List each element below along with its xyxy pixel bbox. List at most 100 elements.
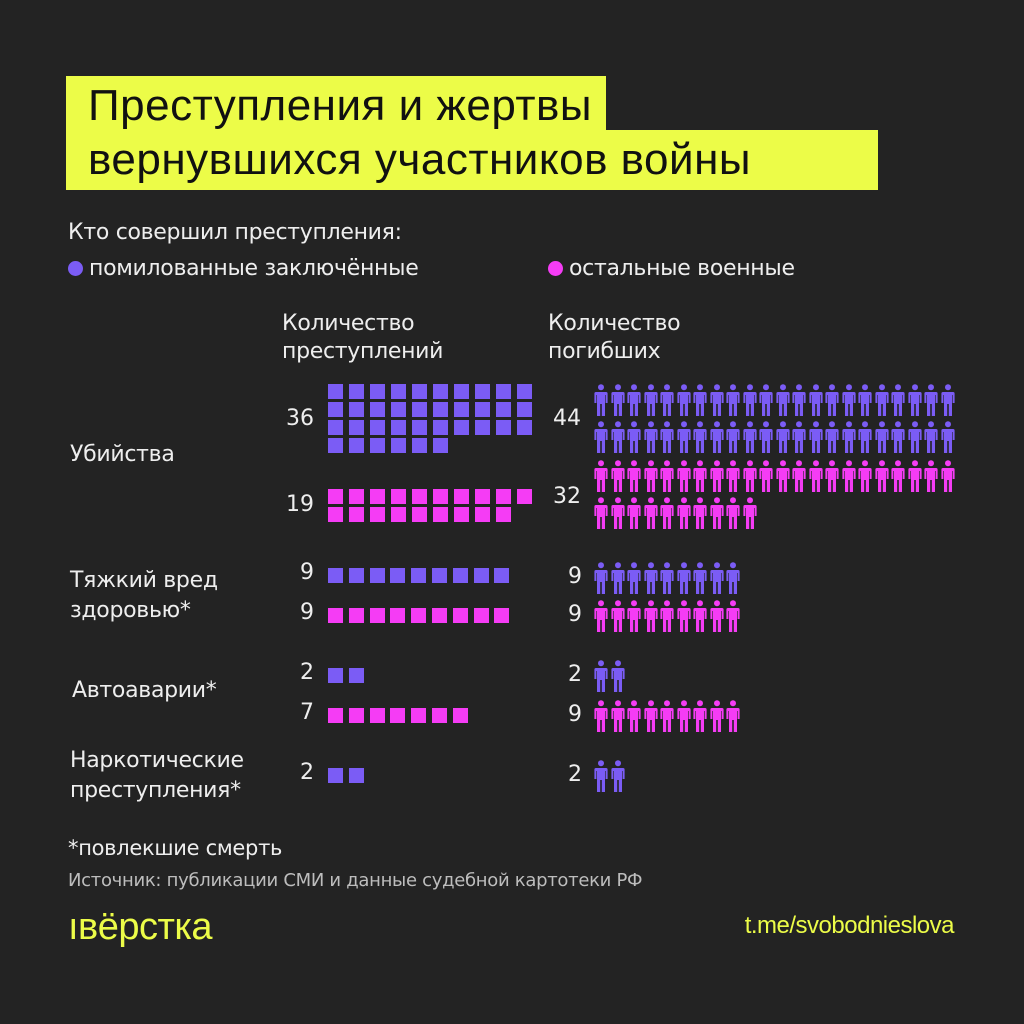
crime-square-icon xyxy=(348,608,364,623)
deaths-count: 2 xyxy=(568,762,582,787)
person-icon xyxy=(627,562,641,595)
crime-square-icon xyxy=(390,568,406,583)
crime-square-icon xyxy=(412,507,427,522)
crimes-count: 36 xyxy=(286,406,314,431)
crime-square-icon xyxy=(433,384,448,399)
person-icon xyxy=(709,600,724,633)
crime-square-icon xyxy=(433,489,448,504)
column-header-crimes: Количество преступлений xyxy=(282,310,443,366)
crime-square-icon xyxy=(517,384,532,399)
crime-square-icon xyxy=(391,507,406,522)
person-icon xyxy=(874,384,889,417)
crime-square-icon xyxy=(391,438,406,453)
crime-square-icon xyxy=(494,608,510,623)
person-icon xyxy=(841,460,856,493)
crime-square-icon xyxy=(496,384,511,399)
title-block: Преступления и жертвы вернувшихся участн… xyxy=(66,76,878,190)
person-icon xyxy=(874,421,889,454)
victims-figures xyxy=(594,460,957,530)
person-icon xyxy=(841,384,856,417)
category-label: Убийства xyxy=(70,442,175,467)
person-icon xyxy=(627,421,641,454)
crime-square-icon xyxy=(370,384,385,399)
legend-heading: Кто совершил преступления: xyxy=(68,220,402,245)
person-icon xyxy=(610,760,625,793)
crime-square-icon xyxy=(433,420,448,435)
category-car-accidents: Автоаварии* xyxy=(72,676,217,706)
crime-square-icon xyxy=(349,420,364,435)
legend-item-other: остальные военные xyxy=(548,256,795,281)
crime-square-icon xyxy=(348,668,364,683)
column-header-line: преступлений xyxy=(282,339,444,364)
crime-square-icon xyxy=(349,489,364,504)
person-icon xyxy=(775,384,790,417)
crime-square-icon xyxy=(390,708,406,723)
person-icon xyxy=(627,497,641,530)
title-line-2: вернувшихся участников войны xyxy=(66,130,878,190)
person-icon xyxy=(594,760,608,793)
column-header-line: Количество xyxy=(282,311,415,336)
person-icon xyxy=(792,384,806,417)
crimes-squares xyxy=(328,708,533,723)
crime-square-icon xyxy=(369,568,385,583)
crime-square-icon xyxy=(370,438,385,453)
person-icon xyxy=(759,384,773,417)
person-icon xyxy=(808,460,823,493)
crime-square-icon xyxy=(391,384,406,399)
crime-square-icon xyxy=(391,402,406,417)
person-icon xyxy=(660,562,674,595)
crime-square-icon xyxy=(412,384,427,399)
crimes-squares xyxy=(328,768,533,783)
deaths-count: 9 xyxy=(568,702,582,727)
legend-label: помилованные заключённые xyxy=(89,256,419,281)
person-icon xyxy=(907,384,922,417)
crime-square-icon xyxy=(475,402,490,417)
crime-square-icon xyxy=(517,489,532,504)
telegram-link[interactable]: t.me/svobodnieslova xyxy=(744,912,955,939)
person-icon xyxy=(627,700,641,733)
crime-square-icon xyxy=(454,420,469,435)
person-icon xyxy=(825,421,839,454)
person-icon xyxy=(726,497,740,530)
person-icon xyxy=(643,562,658,595)
crimes-count: 9 xyxy=(300,560,314,585)
person-icon xyxy=(610,600,625,633)
verstka-logo: ıвёрстка xyxy=(68,906,213,948)
person-icon xyxy=(858,384,872,417)
legend-label: остальные военные xyxy=(569,256,795,281)
person-icon xyxy=(660,497,674,530)
person-icon xyxy=(676,497,691,530)
crime-square-icon xyxy=(454,489,469,504)
person-icon xyxy=(726,421,740,454)
purple-dot-icon xyxy=(68,261,83,276)
crime-square-icon xyxy=(454,384,469,399)
person-icon xyxy=(610,421,625,454)
person-icon xyxy=(643,497,658,530)
person-icon xyxy=(610,660,625,693)
person-icon xyxy=(643,384,658,417)
person-icon xyxy=(627,600,641,633)
person-icon xyxy=(610,497,625,530)
person-icon xyxy=(726,562,740,595)
crime-square-icon xyxy=(475,507,490,522)
person-icon xyxy=(676,421,691,454)
person-icon xyxy=(676,562,691,595)
person-icon xyxy=(693,497,707,530)
crimes-count: 2 xyxy=(300,660,314,685)
crime-square-icon xyxy=(328,489,343,504)
crime-square-icon xyxy=(412,420,427,435)
crime-square-icon xyxy=(349,507,364,522)
person-icon xyxy=(742,384,757,417)
person-icon xyxy=(891,421,905,454)
crime-square-icon xyxy=(452,568,468,583)
person-icon xyxy=(825,384,839,417)
crime-square-icon xyxy=(328,608,343,623)
crime-square-icon xyxy=(328,668,343,683)
victims-figures xyxy=(594,600,957,633)
category-label: преступления* xyxy=(70,778,241,803)
person-icon xyxy=(693,384,707,417)
person-icon xyxy=(693,421,707,454)
person-icon xyxy=(643,600,658,633)
person-icon xyxy=(660,384,674,417)
crime-square-icon xyxy=(475,489,490,504)
